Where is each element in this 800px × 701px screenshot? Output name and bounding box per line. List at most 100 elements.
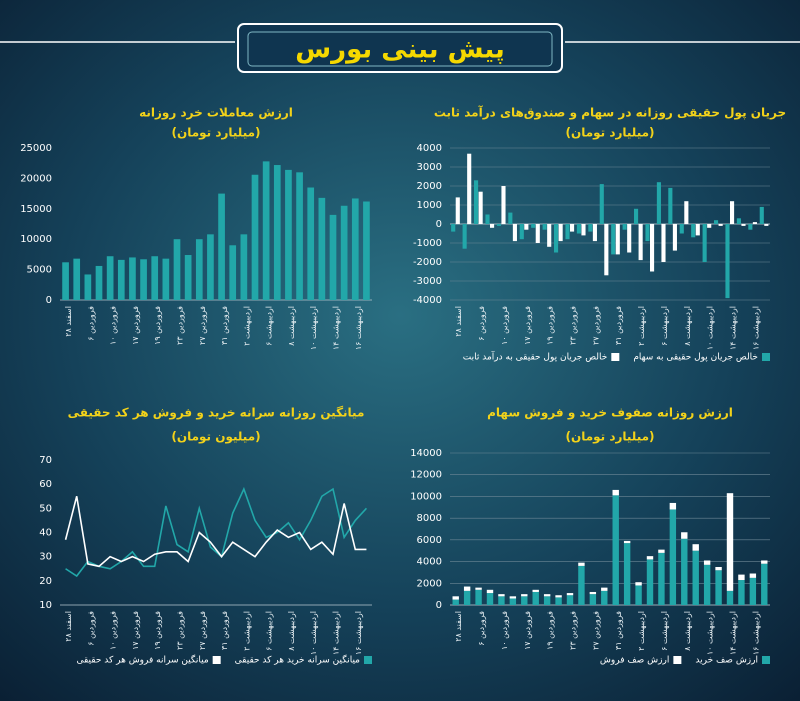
bar (565, 224, 570, 240)
bar (195, 239, 203, 300)
x-tick-label: اردیبهشت ۸ (683, 306, 692, 346)
bar (730, 201, 735, 224)
x-tick-label: فروردین ۳۱ (220, 306, 229, 345)
bar-segment (521, 594, 528, 597)
bar (478, 191, 483, 224)
bar-segment (738, 580, 745, 605)
bar-segment (646, 559, 654, 605)
y-tick-label: 2000 (417, 181, 442, 192)
x-tick-label: فروردین ۲۳ (176, 611, 185, 650)
bar (474, 180, 479, 224)
x-tick-label: فروردین ۱۹ (546, 611, 555, 650)
bar (695, 224, 700, 236)
bar (62, 262, 69, 300)
bar (547, 224, 552, 247)
bar (485, 214, 490, 224)
y-tick-label: 4000 (417, 557, 442, 568)
bar (650, 224, 655, 272)
x-tick-label: فروردین ۱۷ (131, 306, 140, 345)
bar (285, 169, 292, 300)
bar (207, 234, 214, 300)
y-tick-label: -2000 (413, 257, 442, 268)
bar (451, 224, 456, 232)
bar-segment (703, 560, 711, 565)
bar-segment (601, 587, 608, 591)
bar (611, 224, 616, 255)
x-tick-label: فروردین ۲۳ (176, 306, 185, 345)
x-tick-label: اردیبهشت ۸ (287, 611, 296, 651)
bar-segment (532, 591, 539, 605)
x-tick-label: اردیبهشت ۸ (287, 306, 296, 346)
x-tick-label: اردیبهشت ۶ (265, 306, 274, 346)
bar-segment (692, 544, 699, 551)
bar (752, 222, 757, 224)
bar (554, 224, 559, 253)
bar-segment (486, 593, 494, 605)
bar-segment (452, 596, 459, 600)
bar-segment (623, 540, 631, 544)
bar-segment (623, 543, 631, 605)
bar-segment (452, 599, 459, 605)
bar-segment (589, 594, 597, 605)
bar-segment (715, 567, 722, 571)
x-tick-label: اردیبهشت ۱۴ (729, 611, 738, 655)
legend-swatch (212, 656, 221, 664)
bar (588, 224, 593, 232)
bar (524, 224, 529, 230)
bar (84, 274, 92, 300)
y-tick-label: 14000 (410, 448, 442, 459)
x-tick-label: فروردین ۱۹ (546, 306, 555, 345)
y-tick-label: 3000 (417, 162, 442, 173)
y-tick-label: 12000 (410, 470, 442, 481)
bar-segment (509, 596, 517, 599)
chart-title: ارزش روزانه صفوف خرید و فروش سهام (487, 406, 733, 421)
bar (512, 224, 517, 242)
bar (490, 224, 495, 228)
y-tick-label: 8000 (417, 513, 442, 524)
x-tick-label: فروردین ۲۷ (591, 306, 600, 345)
bar (129, 257, 136, 300)
bar (296, 172, 303, 300)
legend-swatch (673, 656, 682, 664)
bar (329, 214, 337, 300)
x-tick-label: فروردین ۳۱ (220, 611, 229, 650)
x-tick-label: فروردین ۳۱ (614, 306, 623, 345)
bar (535, 224, 540, 243)
bar (173, 239, 181, 300)
chart-subtitle: (میلیارد تومان) (565, 430, 654, 445)
x-tick-label: فروردین ۱۹ (153, 306, 162, 345)
bar (467, 153, 472, 224)
header-inner (247, 31, 553, 67)
bar (707, 224, 712, 228)
bar (140, 259, 147, 300)
bar (106, 256, 114, 300)
bar (501, 186, 506, 224)
bar-segment (635, 585, 642, 605)
bar (736, 218, 741, 224)
bar-segment (463, 586, 471, 591)
bar (508, 212, 513, 224)
line (65, 486, 368, 578)
bar (684, 201, 689, 224)
x-tick-label: اسفند ۲۸ (454, 611, 463, 642)
bar-segment (761, 560, 768, 564)
legend-label: میانگین سرانه خرید هر کد حقیقی (235, 654, 361, 666)
bar-segment (555, 597, 562, 605)
bar-segment (738, 574, 745, 581)
bar (672, 224, 677, 251)
x-tick-label: اردیبهشت ۸ (683, 611, 692, 651)
y-tick-label: 10000 (20, 234, 52, 245)
bar (764, 224, 769, 226)
bar-segment (703, 564, 711, 605)
legend-swatch (762, 656, 770, 664)
x-tick-label: فروردین ۲۷ (198, 306, 207, 345)
bar-segment (498, 594, 505, 597)
x-tick-label: اردیبهشت ۲ (242, 611, 251, 651)
bar-segment (498, 596, 505, 605)
x-tick-label: اردیبهشت ۱۰ (706, 611, 715, 655)
x-tick-label: فروردین ۱۷ (131, 611, 140, 650)
x-tick-label: اردیبهشت ۶ (660, 306, 669, 346)
bar (576, 224, 581, 234)
bar (318, 197, 326, 300)
